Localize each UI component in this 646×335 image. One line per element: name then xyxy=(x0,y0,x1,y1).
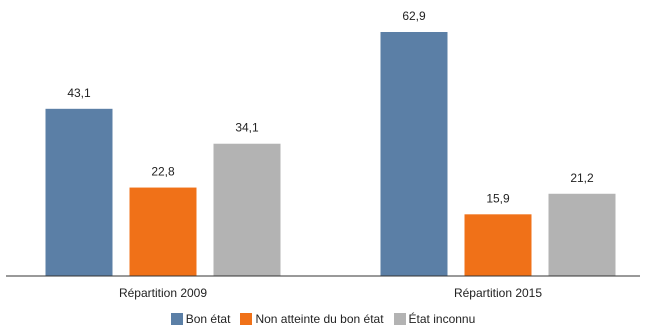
legend-item-non-atteinte: Non atteinte du bon état xyxy=(240,312,384,326)
category-label-repartition-2009: Répartition 2009 xyxy=(119,286,207,300)
legend-swatch-etat-inconnu xyxy=(393,313,406,325)
bar-etat-inconnu-repartition-2009 xyxy=(213,143,281,276)
value-label-non-atteinte-du-bon-etat-repartition-2009: 22,8 xyxy=(151,165,175,179)
value-label-etat-inconnu-repartition-2015: 21,2 xyxy=(570,171,594,185)
legend: Bon état Non atteinte du bon état État i… xyxy=(0,312,646,326)
value-label-bon-etat-repartition-2015: 62,9 xyxy=(402,9,426,23)
value-label-non-atteinte-du-bon-etat-repartition-2015: 15,9 xyxy=(486,191,510,205)
bar-etat-inconnu-repartition-2015 xyxy=(548,193,616,276)
legend-swatch-bon-etat xyxy=(170,313,183,325)
bars-group xyxy=(45,32,616,276)
bar-bon-etat-repartition-2009 xyxy=(45,108,113,276)
bar-non-atteinte-du-bon-etat-repartition-2009 xyxy=(129,187,197,276)
value-label-etat-inconnu-repartition-2009: 34,1 xyxy=(235,121,259,135)
value-label-bon-etat-repartition-2009: 43,1 xyxy=(67,86,91,100)
legend-item-etat-inconnu: État inconnu xyxy=(393,312,476,326)
category-label-repartition-2015: Répartition 2015 xyxy=(454,286,542,300)
bar-bon-etat-repartition-2015 xyxy=(380,32,448,276)
category-labels-group: Répartition 2009 Répartition 2015 xyxy=(119,286,542,300)
bar-non-atteinte-du-bon-etat-repartition-2015 xyxy=(464,214,532,276)
legend-swatch-non-atteinte xyxy=(240,313,253,325)
legend-item-bon-etat: Bon état xyxy=(170,312,231,326)
legend-label-non-atteinte: Non atteinte du bon état xyxy=(255,312,384,326)
legend-label-bon-etat: Bon état xyxy=(185,312,231,326)
value-labels-group: 43,1 22,8 34,1 62,9 15,9 21,2 xyxy=(67,9,594,205)
legend-label-etat-inconnu: État inconnu xyxy=(408,312,476,326)
